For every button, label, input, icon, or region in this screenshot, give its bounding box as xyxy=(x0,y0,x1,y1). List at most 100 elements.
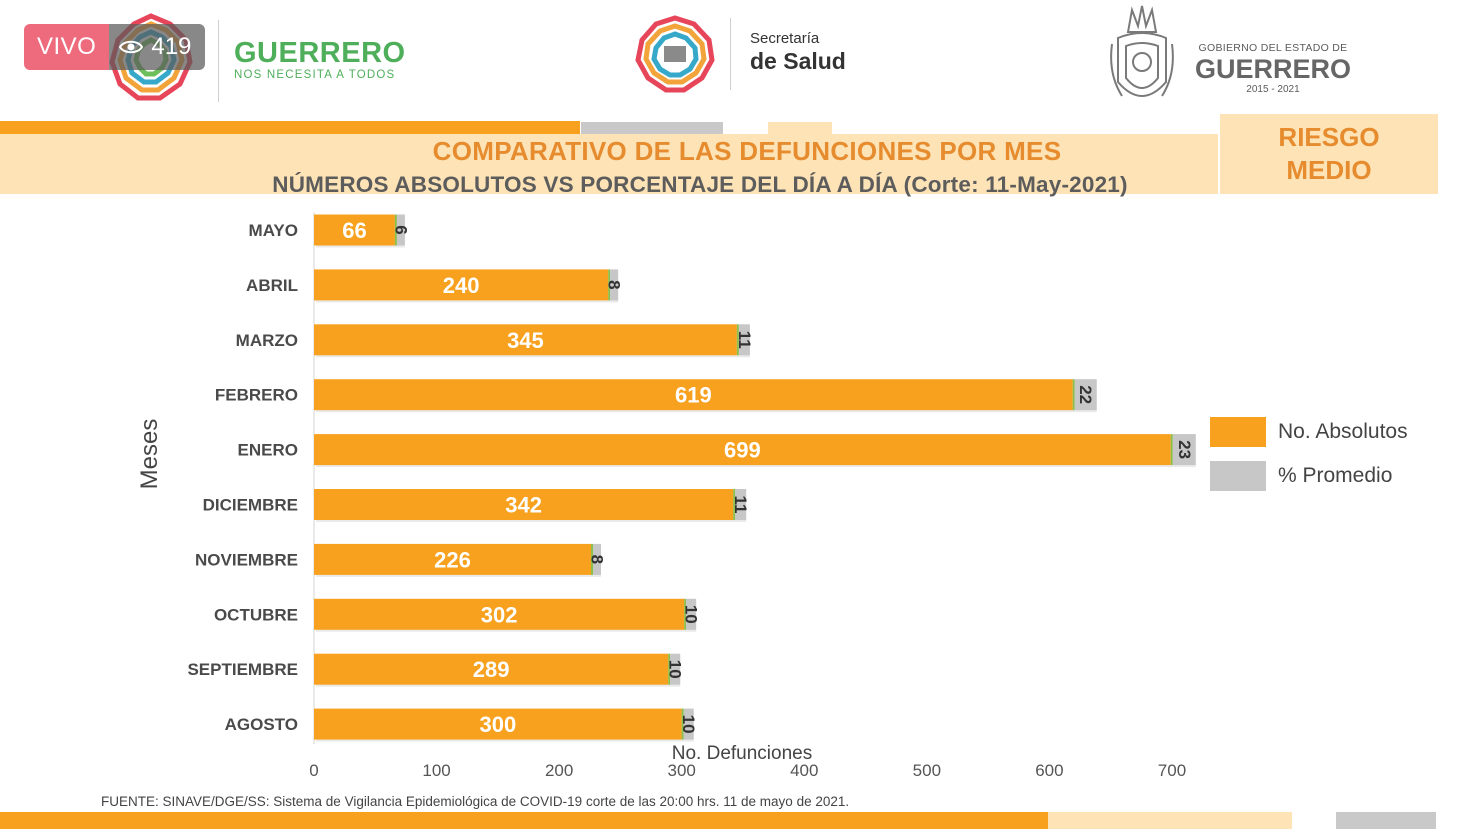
bar-absolutos xyxy=(314,598,685,630)
state-brand-line3: 2015 - 2021 xyxy=(1246,84,1300,95)
source-note: FUENTE: SINAVE/DGE/SS: Sistema de Vigila… xyxy=(101,794,850,809)
bar-value-label: 342 xyxy=(505,493,542,518)
bar-value-label: 300 xyxy=(479,712,516,737)
top-strip-peach xyxy=(768,122,832,134)
legend-label-absolutos: No. Absolutos xyxy=(1278,420,1408,443)
bar-separator xyxy=(684,598,687,630)
legend-swatch-gray xyxy=(1210,461,1266,491)
bar-value-label: 302 xyxy=(481,602,518,627)
x-tick-label: 200 xyxy=(545,761,573,780)
bar-separator xyxy=(681,708,684,740)
bar-absolutos xyxy=(314,379,1073,411)
title-band xyxy=(0,134,1218,194)
bar-promedio xyxy=(1172,434,1196,466)
category-label: SEPTIEMBRE xyxy=(187,660,298,679)
bar-absolutos xyxy=(314,543,592,575)
header-divider-mid xyxy=(730,18,731,90)
top-strip-gray xyxy=(581,122,723,134)
bar-value-label: 699 xyxy=(724,438,761,463)
x-tick-label: 500 xyxy=(913,761,941,780)
bar-absolutos xyxy=(314,434,1171,466)
x-tick-label: 700 xyxy=(1158,761,1186,780)
bar-value-label: 619 xyxy=(675,383,712,408)
bar-promedio xyxy=(683,708,694,740)
salud-brand-line2: de Salud xyxy=(750,48,846,74)
bar-absolutos xyxy=(314,708,682,740)
bar-absolutos xyxy=(314,324,737,356)
bar-value-label: 240 xyxy=(443,273,480,298)
bar-percent-label: 10 xyxy=(682,605,701,624)
bar-absolutos xyxy=(314,489,734,520)
live-label: VIVO xyxy=(24,24,110,70)
viewer-count-value: 419 xyxy=(151,33,192,60)
live-badge: VIVO 419 xyxy=(24,24,206,70)
category-label: DICIEMBRE xyxy=(203,496,298,515)
guerrero-brand-tagline: NOS NECESITA A TODOS xyxy=(234,69,396,81)
bar-promedio xyxy=(610,269,619,301)
bar-percent-label: 10 xyxy=(679,715,698,734)
legend-item-absolutos: No. Absolutos xyxy=(1210,410,1408,454)
bar-promedio xyxy=(1074,379,1097,411)
bar-promedio xyxy=(686,598,697,630)
category-label: OCTUBRE xyxy=(214,605,298,624)
category-label: MARZO xyxy=(236,331,298,350)
chart-subtitle: NÚMEROS ABSOLUTOS VS PORCENTAJE DEL DÍA … xyxy=(272,172,1128,197)
bar-value-label: 345 xyxy=(507,328,544,353)
bar-separator xyxy=(1072,379,1075,411)
bar-absolutos xyxy=(314,269,609,301)
bar-value-label: 289 xyxy=(473,657,510,682)
guerrero-brand: GUERRERO NOS NECESITA A TODOS xyxy=(234,38,406,82)
x-tick-label: 0 xyxy=(309,761,318,780)
bar-separator xyxy=(736,324,739,356)
legend-label-promedio: % Promedio xyxy=(1278,464,1393,487)
bar-separator xyxy=(668,653,671,685)
chart-title: COMPARATIVO DE LAS DEFUNCIONES POR MES xyxy=(432,136,1062,166)
bar-absolutos xyxy=(314,214,395,246)
x-tick-label: 400 xyxy=(790,761,818,780)
bar-value-label: 226 xyxy=(434,547,471,572)
guerrero-brand-name: GUERRERO xyxy=(234,37,406,69)
top-strip-orange xyxy=(0,121,580,134)
x-axis-label: No. Defunciones xyxy=(672,743,812,764)
risk-line-2: MEDIO xyxy=(1286,155,1372,185)
bar-absolutos xyxy=(314,653,669,685)
viewer-count: 419 xyxy=(109,24,206,70)
bar-separator xyxy=(394,214,397,246)
x-tick-label: 100 xyxy=(422,761,450,780)
state-brand-line2: GUERRERO xyxy=(1194,54,1351,84)
state-crest xyxy=(1110,5,1174,97)
bar-separator xyxy=(1170,434,1173,466)
salud-brand-line1: Secretaría xyxy=(750,30,820,47)
bar-percent-label: 11 xyxy=(735,331,754,349)
state-brand: GOBIERNO DEL ESTADO DE GUERRERO 2015 - 2… xyxy=(1192,42,1354,96)
category-label: NOVIEMBRE xyxy=(195,550,298,569)
bottom-strip-orange xyxy=(0,812,1048,829)
legend-swatch-orange xyxy=(1210,417,1266,447)
category-label: ABRIL xyxy=(246,276,298,295)
bar-separator xyxy=(591,543,594,575)
bar-percent-label: 6 xyxy=(391,225,410,234)
risk-line-1: RIESGO xyxy=(1278,122,1380,152)
bar-percent-label: 22 xyxy=(1076,385,1095,404)
salud-star-logo xyxy=(635,15,715,93)
bar-promedio xyxy=(670,653,681,685)
state-brand-line1: GOBIERNO DEL ESTADO DE xyxy=(1198,42,1348,54)
header-divider xyxy=(218,20,219,102)
x-tick-label: 300 xyxy=(668,761,696,780)
chart-legend: No. Absolutos % Promedio xyxy=(1210,410,1408,498)
bar-percent-label: 8 xyxy=(605,280,624,289)
bar-percent-label: 23 xyxy=(1175,440,1194,459)
risk-badge: RIESGO MEDIO xyxy=(1220,114,1438,194)
category-label: AGOSTO xyxy=(225,715,298,734)
bar-separator xyxy=(608,269,611,301)
bar-promedio xyxy=(593,543,602,575)
legend-item-promedio: % Promedio xyxy=(1210,454,1408,498)
bar-separator xyxy=(733,489,736,520)
bar-promedio xyxy=(738,324,750,356)
category-label: ENERO xyxy=(238,441,298,460)
bar-percent-label: 8 xyxy=(588,555,607,564)
bottom-strip-peach xyxy=(1048,812,1292,829)
bottom-strip-gray xyxy=(1336,812,1436,829)
